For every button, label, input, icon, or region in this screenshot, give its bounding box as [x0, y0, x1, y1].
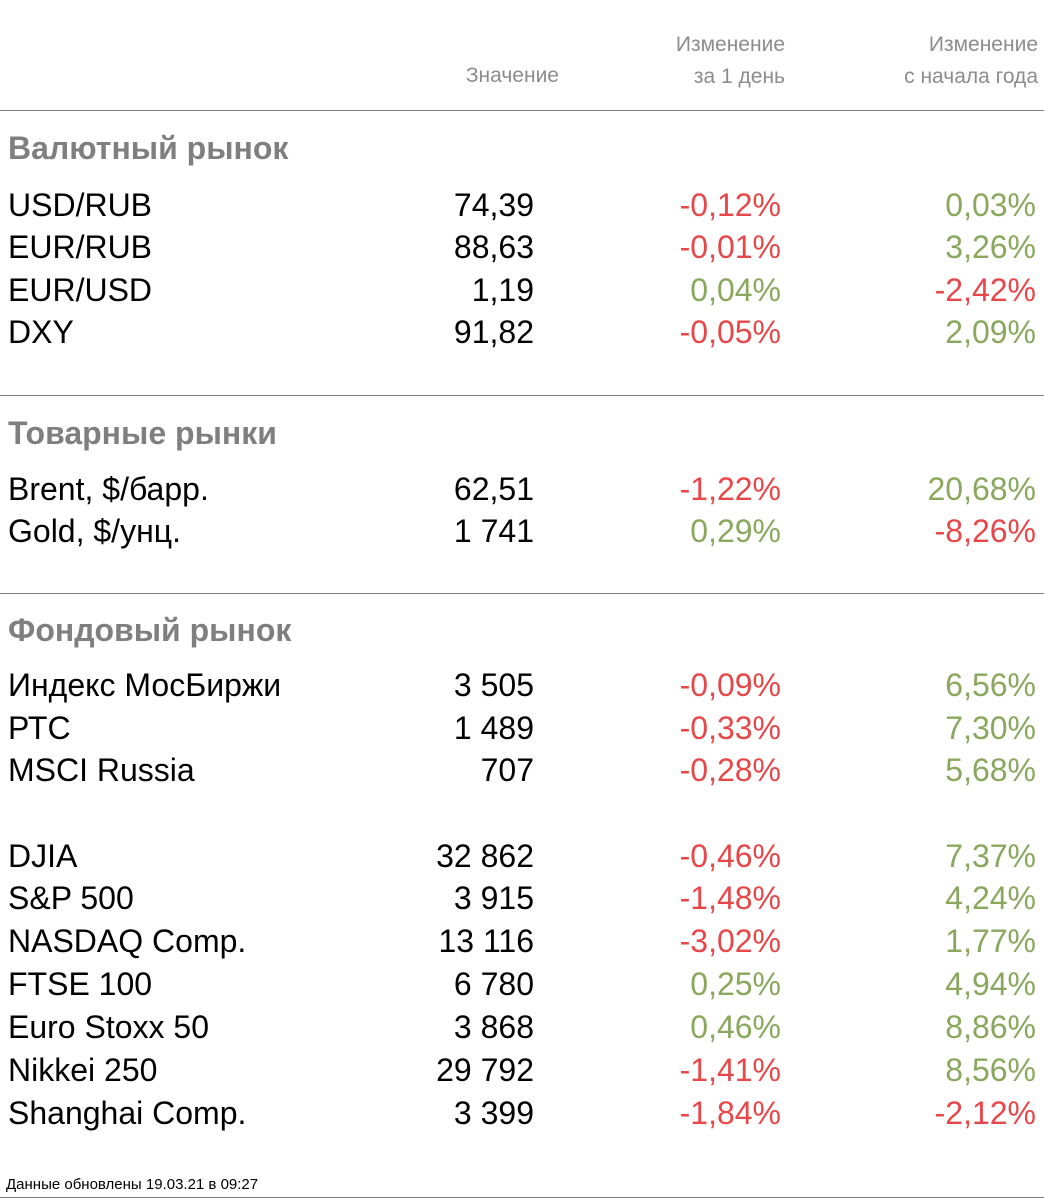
table-row: USD/RUB 74,39 -0,12% 0,03%: [0, 184, 1044, 227]
table-row: EUR/USD 1,19 0,04% -2,42%: [0, 269, 1044, 312]
table-row: Shanghai Comp. 3 399 -1,84% -2,12%: [0, 1092, 1044, 1135]
row-ytd-change: 7,30%: [945, 710, 1036, 746]
row-day-change: -0,09%: [679, 667, 781, 703]
table-row: Euro Stoxx 50 3 868 0,46% 8,86%: [0, 1006, 1044, 1049]
row-name: EUR/USD: [8, 272, 153, 308]
section-title-currency: Валютный рынок: [8, 130, 289, 166]
section-divider: [0, 110, 1044, 111]
table-row: NASDAQ Comp. 13 116 -3,02% 1,77%: [0, 920, 1044, 963]
table-row: Brent, $/барр. 62,51 -1,22% 20,68%: [0, 468, 1044, 511]
section-divider: [0, 593, 1044, 594]
row-value: 1 489: [453, 710, 534, 746]
row-day-change: 0,46%: [690, 1009, 781, 1045]
row-name: MSCI Russia: [8, 752, 195, 788]
row-day-change: 0,25%: [690, 966, 781, 1002]
column-header-ytd-line1: Изменение: [928, 33, 1038, 56]
row-value: 32 862: [436, 838, 534, 874]
section-title-stocks: Фондовый рынок: [8, 612, 292, 648]
row-day-change: -0,28%: [679, 752, 781, 788]
row-ytd-change: 4,94%: [945, 966, 1036, 1002]
row-day-change: 0,04%: [690, 272, 781, 308]
table-row: S&P 500 3 915 -1,48% 4,24%: [0, 877, 1044, 920]
row-name: S&P 500: [8, 880, 134, 916]
row-name: Gold, $/унц.: [8, 513, 181, 549]
footer-divider: [0, 1197, 1044, 1198]
table-row: DJIA 32 862 -0,46% 7,37%: [0, 835, 1044, 878]
row-day-change: -0,01%: [679, 229, 781, 265]
column-header-day-line2: за 1 день: [693, 65, 785, 88]
row-value: 88,63: [453, 229, 534, 265]
row-day-change: -0,12%: [679, 187, 781, 223]
row-name: NASDAQ Comp.: [8, 923, 247, 959]
row-ytd-change: 20,68%: [927, 471, 1036, 507]
table-row: DXY 91,82 -0,05% 2,09%: [0, 311, 1044, 354]
row-ytd-change: -8,26%: [934, 513, 1036, 549]
section-title-commodities: Товарные рынки: [8, 415, 277, 451]
column-header-value-label: Значение: [465, 64, 559, 87]
row-day-change: -1,22%: [679, 471, 781, 507]
table-row: РТС 1 489 -0,33% 7,30%: [0, 707, 1044, 750]
table-row: FTSE 100 6 780 0,25% 4,94%: [0, 963, 1044, 1006]
row-value: 1 741: [453, 513, 534, 549]
table-row: Gold, $/унц. 1 741 0,29% -8,26%: [0, 510, 1044, 553]
row-day-change: 0,29%: [690, 513, 781, 549]
update-timestamp: Данные обновлены 19.03.21 в 09:27: [6, 1176, 259, 1193]
row-name: DJIA: [8, 838, 78, 874]
table-header: Значение Изменение за 1 день Изменение с…: [0, 0, 1044, 110]
row-name: Shanghai Comp.: [8, 1095, 247, 1131]
column-header-day-change: Изменение за 1 день: [676, 29, 785, 93]
row-ytd-change: 8,86%: [945, 1009, 1036, 1045]
row-value: 3 868: [453, 1009, 534, 1045]
row-name: РТС: [8, 710, 71, 746]
table-row: Nikkei 250 29 792 -1,41% 8,56%: [0, 1049, 1044, 1092]
row-ytd-change: 3,26%: [945, 229, 1036, 265]
row-value: 3 505: [453, 667, 534, 703]
row-ytd-change: 2,09%: [945, 314, 1036, 350]
row-value: 707: [480, 752, 534, 788]
table-row: EUR/RUB 88,63 -0,01% 3,26%: [0, 226, 1044, 269]
row-name: EUR/RUB: [8, 229, 153, 265]
row-day-change: -1,48%: [679, 880, 781, 916]
row-value: 62,51: [453, 471, 534, 507]
row-name: Brent, $/барр.: [8, 471, 209, 507]
row-ytd-change: 4,24%: [945, 880, 1036, 916]
row-day-change: -1,41%: [679, 1052, 781, 1088]
row-ytd-change: -2,12%: [934, 1095, 1036, 1131]
row-name: DXY: [8, 314, 74, 350]
row-name: Euro Stoxx 50: [8, 1009, 209, 1045]
row-value: 1,19: [471, 272, 534, 308]
row-value: 6 780: [453, 966, 534, 1002]
row-ytd-change: 6,56%: [945, 667, 1036, 703]
column-header-ytd-change: Изменение с начала года: [904, 29, 1038, 93]
row-name: Nikkei 250: [8, 1052, 158, 1088]
row-ytd-change: 8,56%: [945, 1052, 1036, 1088]
table-row: MSCI Russia 707 -0,28% 5,68%: [0, 749, 1044, 792]
row-ytd-change: -2,42%: [934, 272, 1036, 308]
row-day-change: -0,46%: [679, 838, 781, 874]
row-ytd-change: 7,37%: [945, 838, 1036, 874]
row-day-change: -0,33%: [679, 710, 781, 746]
row-day-change: -1,84%: [679, 1095, 781, 1131]
row-value: 13 116: [438, 923, 535, 959]
row-value: 3 399: [453, 1095, 534, 1131]
row-ytd-change: 1,77%: [945, 923, 1036, 959]
row-value: 29 792: [436, 1052, 534, 1088]
section-divider: [0, 395, 1044, 396]
column-header-value: Значение: [466, 60, 559, 92]
column-header-day-line1: Изменение: [675, 33, 785, 56]
row-day-change: -3,02%: [679, 923, 781, 959]
row-value: 74,39: [453, 187, 534, 223]
row-ytd-change: 5,68%: [945, 752, 1036, 788]
row-value: 3 915: [453, 880, 534, 916]
row-ytd-change: 0,03%: [945, 187, 1036, 223]
table-row: Индекс МосБиржи 3 505 -0,09% 6,56%: [0, 664, 1044, 707]
row-day-change: -0,05%: [679, 314, 781, 350]
row-name: FTSE 100: [8, 966, 153, 1002]
column-header-ytd-line2: с начала года: [904, 65, 1038, 88]
row-name: Индекс МосБиржи: [8, 667, 282, 703]
row-name: USD/RUB: [8, 187, 153, 223]
row-value: 91,82: [453, 314, 534, 350]
